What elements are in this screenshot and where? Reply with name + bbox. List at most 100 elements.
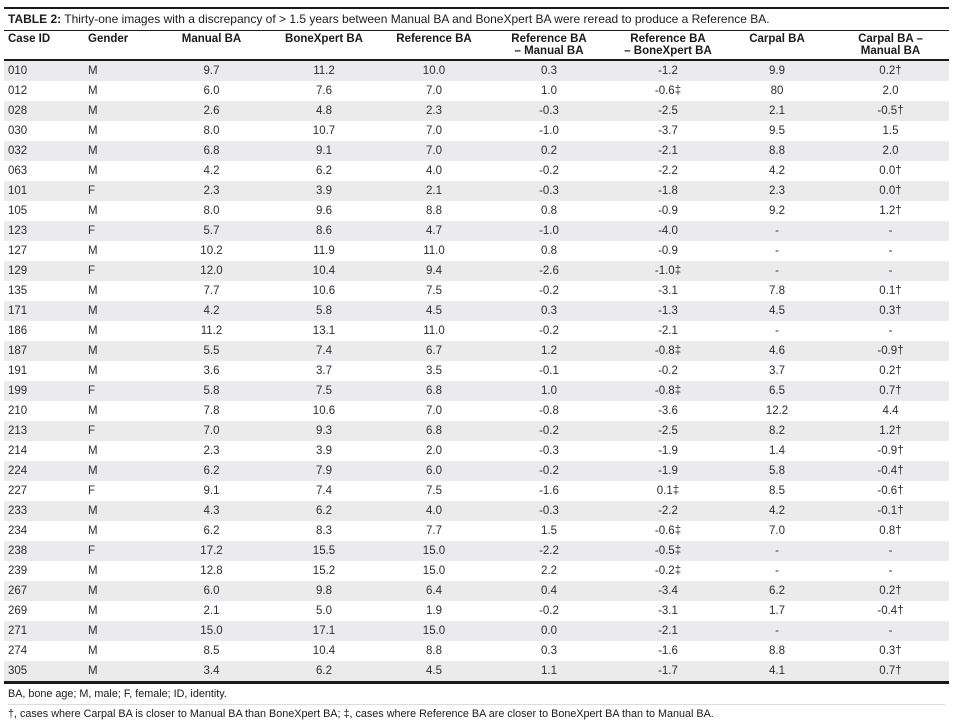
- cell-manual-ba: 9.1: [203, 485, 220, 497]
- cell-bonexpert-ba: 7.4: [316, 345, 332, 357]
- cell-manual-ba: 8.0: [203, 205, 220, 217]
- bottom-rule: [4, 681, 949, 684]
- column-header-case-id: Case ID: [4, 31, 84, 61]
- footnote-divider: [8, 704, 945, 705]
- cell-reference-minus-manual: 1.0: [541, 85, 557, 97]
- cell-reference-minus-bonexpert: -0.5‡: [654, 545, 682, 557]
- cell-bonexpert-ba: 9.6: [316, 205, 332, 217]
- cell-reference-minus-bonexpert: -0.2‡: [654, 565, 682, 577]
- cell-reference-ba: 6.0: [426, 465, 442, 477]
- cell-carpal-ba: 4.2: [769, 505, 785, 517]
- cell-reference-minus-manual: -0.3: [539, 185, 559, 197]
- cell-carpal-minus-manual: 1.2†: [879, 425, 902, 437]
- cell-reference-minus-bonexpert: -0.6‡: [654, 85, 682, 97]
- table-row: 105 M 8.0 9.6 8.8 0.8 -0.9 9.2 1.2†: [4, 201, 949, 221]
- cell-carpal-minus-manual: 0.2†: [879, 365, 902, 377]
- cell-case-id: 213: [8, 425, 28, 437]
- cell-gender: M: [88, 65, 98, 77]
- cell-reference-minus-manual: -0.3: [539, 505, 559, 517]
- cell-reference-ba: 2.3: [426, 105, 442, 117]
- cell-reference-ba: 6.7: [426, 345, 442, 357]
- cell-reference-minus-bonexpert: -1.7: [658, 665, 678, 677]
- table-row: 214 M 2.3 3.9 2.0 -0.3 -1.9 1.4 -0.9†: [4, 441, 949, 461]
- table-row: 129 F 12.0 10.4 9.4 -2.6 -1.0‡ - -: [4, 261, 949, 281]
- cell-bonexpert-ba: 7.4: [316, 485, 332, 497]
- cell-reference-minus-bonexpert: -2.1: [658, 145, 678, 157]
- cell-carpal-minus-manual: 0.2†: [879, 65, 902, 77]
- cell-reference-ba: 6.4: [426, 585, 442, 597]
- cell-manual-ba: 5.7: [203, 225, 220, 237]
- column-header-carpal-ba: Carpal BA: [722, 31, 832, 61]
- cell-bonexpert-ba: 9.8: [316, 585, 332, 597]
- cell-case-id: 238: [8, 545, 28, 557]
- cell-carpal-ba: 7.0: [769, 525, 785, 537]
- cell-bonexpert-ba: 6.2: [316, 665, 332, 677]
- cell-reference-ba: 4.5: [426, 305, 442, 317]
- cell-reference-ba: 4.7: [426, 225, 442, 237]
- table-row: 305 M 3.4 6.2 4.5 1.1 -1.7 4.1 0.7†: [4, 661, 949, 681]
- cell-bonexpert-ba: 7.6: [316, 85, 332, 97]
- table-title-label: TABLE 2:: [8, 12, 62, 26]
- cell-gender: F: [88, 185, 96, 197]
- table-row: 135 M 7.7 10.6 7.5 -0.2 -3.1 7.8 0.1†: [4, 281, 949, 301]
- cell-case-id: 274: [8, 645, 28, 657]
- cell-gender: M: [88, 205, 98, 217]
- cell-gender: M: [88, 365, 98, 377]
- cell-reference-minus-bonexpert: -0.8‡: [654, 385, 682, 397]
- cell-reference-ba: 9.4: [426, 265, 442, 277]
- table-title: TABLE 2: Thirty-one images with a discre…: [4, 9, 949, 30]
- cell-carpal-minus-manual: 0.3†: [879, 305, 902, 317]
- cell-carpal-minus-manual: 0.7†: [879, 385, 902, 397]
- cell-reference-minus-manual: -2.2: [539, 545, 559, 557]
- cell-gender: M: [88, 665, 98, 677]
- cell-reference-ba: 4.0: [426, 505, 442, 517]
- cell-reference-minus-manual: -0.2: [539, 605, 559, 617]
- cell-carpal-ba: 6.5: [769, 385, 785, 397]
- cell-bonexpert-ba: 10.4: [312, 265, 336, 277]
- cell-case-id: 129: [8, 265, 28, 277]
- top-rule: [4, 7, 949, 9]
- cell-bonexpert-ba: 17.1: [312, 625, 336, 637]
- cell-carpal-minus-manual: -: [888, 325, 893, 337]
- cell-case-id: 135: [8, 285, 28, 297]
- cell-reference-ba: 7.0: [426, 125, 442, 137]
- cell-manual-ba: 5.8: [203, 385, 220, 397]
- cell-reference-minus-manual: 1.1: [541, 665, 557, 677]
- cell-case-id: 012: [8, 85, 28, 97]
- cell-reference-minus-bonexpert: -2.2: [658, 165, 678, 177]
- cell-manual-ba: 17.2: [200, 545, 223, 557]
- cell-case-id: 233: [8, 505, 28, 517]
- cell-reference-minus-bonexpert: -1.8: [658, 185, 678, 197]
- table-row: 028 M 2.6 4.8 2.3 -0.3 -2.5 2.1 -0.5†: [4, 101, 949, 121]
- cell-carpal-minus-manual: 0.1†: [879, 285, 902, 297]
- cell-carpal-ba: 9.5: [769, 125, 785, 137]
- cell-manual-ba: 6.0: [203, 85, 220, 97]
- cell-gender: M: [88, 125, 98, 137]
- cell-gender: F: [88, 225, 96, 237]
- cell-manual-ba: 7.8: [203, 405, 220, 417]
- cell-manual-ba: 4.2: [203, 305, 220, 317]
- cell-reference-ba: 7.0: [426, 145, 442, 157]
- cell-carpal-ba: 8.5: [769, 485, 785, 497]
- cell-carpal-ba: 7.8: [769, 285, 785, 297]
- cell-manual-ba: 8.0: [203, 125, 220, 137]
- cell-bonexpert-ba: 15.5: [312, 545, 336, 557]
- table-row: 224 M 6.2 7.9 6.0 -0.2 -1.9 5.8 -0.4†: [4, 461, 949, 481]
- cell-carpal-ba: -: [775, 245, 779, 257]
- cell-carpal-ba: -: [775, 545, 779, 557]
- cell-reference-ba: 2.0: [426, 445, 442, 457]
- table-body: 010 M 9.7 11.2 10.0 0.3 -1.2 9.9 0.2† 012 M 6.0 7.6 7…: [4, 60, 949, 681]
- cell-manual-ba: 10.2: [200, 245, 223, 257]
- cell-gender: M: [88, 165, 98, 177]
- cell-reference-ba: 7.7: [426, 525, 442, 537]
- cell-manual-ba: 5.5: [203, 345, 220, 357]
- cell-gender: M: [88, 585, 98, 597]
- cell-carpal-minus-manual: 0.3†: [879, 645, 902, 657]
- cell-case-id: 239: [8, 565, 28, 577]
- cell-gender: M: [88, 345, 98, 357]
- cell-carpal-ba: 4.2: [769, 165, 785, 177]
- cell-carpal-ba: 8.8: [769, 145, 785, 157]
- cell-carpal-minus-manual: 4.4: [882, 405, 899, 417]
- column-header-reference-minus-bonexpert: Reference BA – BoneXpert BA: [614, 31, 722, 61]
- cell-manual-ba: 15.0: [200, 625, 223, 637]
